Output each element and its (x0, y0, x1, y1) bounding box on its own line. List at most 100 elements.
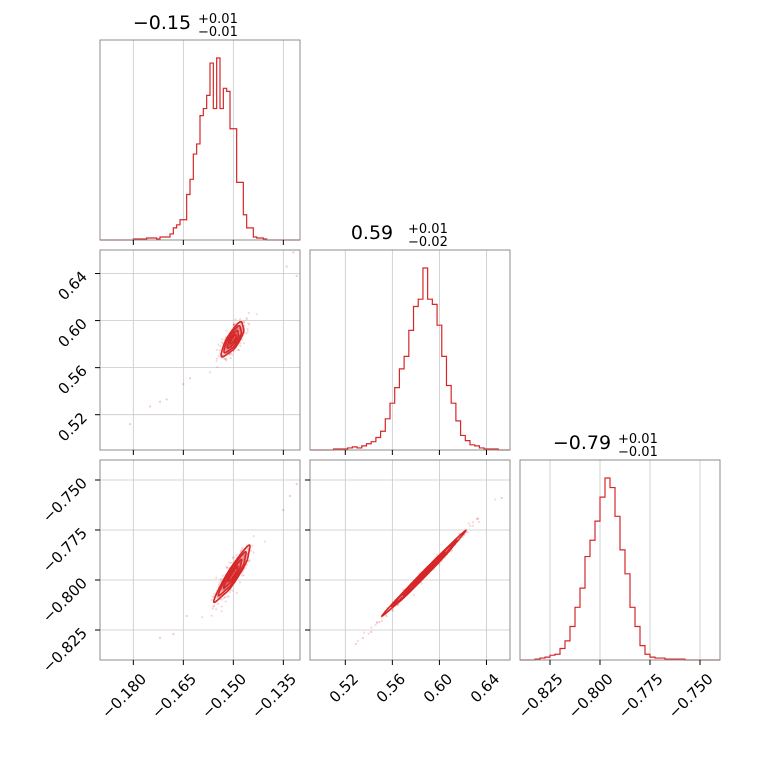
param-2-title-value: −0.79 (553, 432, 611, 454)
panel-0-sample-point (224, 349, 227, 352)
panel-1-outlier-2 (172, 632, 175, 636)
panel-0-sample-point (238, 329, 241, 332)
panel-1-sample-point (227, 567, 230, 570)
panel-1-sample-point (215, 576, 218, 579)
panel-2-sample-point (412, 593, 415, 596)
panel-2-contour-3 (411, 560, 437, 587)
panel-0-sample-point (225, 359, 228, 362)
panel-1-sample-point (218, 581, 221, 584)
panel-1-sample-point (242, 557, 245, 560)
panel-0-sample-point (230, 353, 234, 356)
panel-2-sample-point (478, 520, 481, 524)
x-axis-1-tick-label-2: 0.60 (420, 670, 456, 706)
panel-0-sample-point (236, 348, 240, 351)
panel-0-sample-point (232, 323, 236, 326)
panel-0-content (128, 251, 298, 426)
panel-0-sample-point (245, 317, 248, 320)
panel-1-sample-point (211, 607, 214, 610)
panel-0-sample-point (239, 344, 242, 347)
panel-1-sample-point (263, 540, 266, 543)
x-axis-0-tick-label-3: −0.135 (248, 670, 300, 722)
panel-2-outlier-2 (370, 630, 373, 634)
panel-1-outlier-1 (158, 636, 162, 640)
panel-1-sample-point (238, 581, 242, 584)
histogram-2-step (520, 477, 720, 661)
panel-0-sample-point (246, 330, 249, 333)
panel-2-sample-point (420, 582, 423, 585)
histogram-1-frame (309, 249, 511, 451)
panel-1-sample-point (240, 548, 244, 551)
panel-1-frame (99, 459, 301, 661)
panel-0-sample-point (232, 338, 235, 341)
y-axis-1-tick-label-1: 0.56 (54, 362, 90, 398)
x-axis-0-tick-label-2: −0.150 (198, 670, 250, 722)
panel-0-sample-point (222, 357, 225, 360)
panel-0-sample-point (217, 355, 220, 358)
panel-0-contour-0 (220, 320, 245, 358)
panel-1-sample-point (222, 596, 226, 599)
panel-0-sample-point (234, 318, 237, 321)
panel-0-outlier-1 (148, 405, 152, 408)
panel-1-outlier-4 (295, 482, 298, 486)
panel-1-sample-point (210, 614, 213, 617)
panel-0-sample-point (216, 365, 219, 369)
panel-2-sample-point (375, 621, 379, 625)
panel-2-sample-point (367, 632, 370, 635)
panel-1-sample-point (227, 595, 230, 598)
panel-0-sample-point (225, 329, 228, 333)
panel-1-sample-point (252, 551, 255, 554)
panel-0-outlier-4 (292, 251, 295, 254)
panel-2-outlier-1 (361, 636, 365, 640)
x-axis-1-tick-label-3: 0.64 (467, 670, 503, 706)
panel-1-sample-point (244, 566, 247, 569)
panel-2-sample-point (471, 521, 475, 524)
panel-1-sample-point (223, 596, 227, 599)
panel-0-sample-point (245, 318, 248, 321)
panel-0-sample-point (247, 311, 250, 315)
panel-1-sample-point (220, 610, 223, 613)
panel-0-outlier-8 (188, 377, 192, 380)
y-axis-1-tick-label-2: 0.60 (54, 315, 90, 351)
panel-2-frame (309, 459, 511, 661)
panel-0-outlier-3 (165, 398, 168, 401)
y-axis-1-tick-label-3: 0.64 (54, 268, 90, 304)
panel-1-sample-point (213, 592, 216, 596)
panel-0-sample-point (232, 323, 236, 327)
panel-1-sample-point (231, 589, 234, 592)
panel-1-outlier-0 (136, 665, 138, 667)
panel-0-outlier-0 (128, 423, 132, 426)
panel-2-sample-point (494, 498, 497, 501)
x-axis-0-tick-label-1: −0.165 (148, 670, 200, 722)
panel-1-sample-point (231, 556, 234, 560)
panel-1-sample-point (242, 554, 246, 557)
param-1-title-minus: −0.02 (408, 235, 448, 250)
histogram-1-step (310, 267, 510, 451)
panel-0-sample-point (238, 318, 242, 321)
histogram-0-step (100, 57, 300, 241)
panel-0-sample-point (237, 327, 240, 330)
panel-0-sample-point (221, 342, 225, 345)
panel-1-sample-point (212, 604, 216, 607)
panel-0-contour-3 (229, 333, 237, 345)
panel-1-sample-point (228, 561, 231, 564)
panel-1-sample-point (214, 608, 218, 611)
panel-1-sample-point (239, 549, 242, 552)
y-axis-2-tick-label-3: −0.750 (39, 474, 91, 526)
panel-0-sample-point (255, 312, 258, 316)
panel-0-sample-point (220, 341, 223, 344)
panel-1-sample-point (212, 605, 215, 608)
x-axis-0-tick-label-0: −0.180 (98, 670, 150, 722)
panel-1-content (136, 482, 298, 667)
panel-2-sample-point (471, 524, 475, 527)
panel-0-sample-point (242, 320, 246, 323)
panel-2-sample-point (375, 621, 378, 624)
panel-0-outlier-7 (182, 383, 185, 386)
panel-2-sample-point (374, 623, 377, 627)
param-1-title-plus: +0.01 (408, 222, 448, 237)
panel-2-sample-point (458, 532, 461, 535)
scatter-panel-0-1 (99, 249, 301, 451)
x-axis-2-tick-label-3: −0.750 (665, 670, 717, 722)
panel-0-sample-point (215, 357, 219, 360)
panel-1-sample-point (245, 563, 249, 567)
